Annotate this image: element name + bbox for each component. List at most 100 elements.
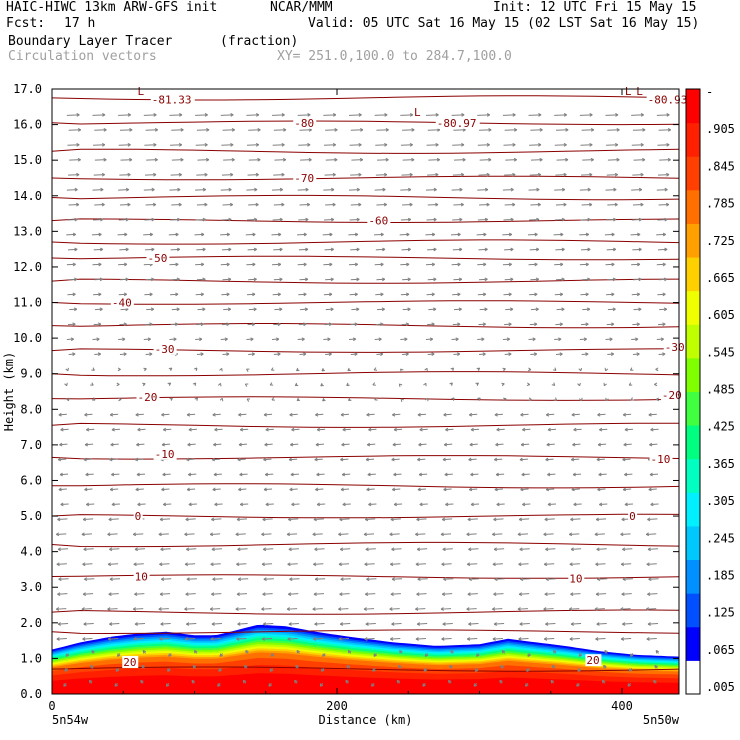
vector-head [483,262,487,265]
vector-head [291,429,295,432]
vector-head [338,638,342,641]
vector-shaft [144,323,153,326]
vector-head [354,322,358,325]
vector-arrow [502,367,506,372]
vector-head [636,352,640,355]
vector-head [597,444,602,447]
vector-head [253,247,257,250]
vector-shaft [605,338,613,341]
vector-arrow [145,277,155,282]
vector-shaft [390,593,401,595]
vector-arrow [631,187,643,192]
vector-head [570,593,574,596]
vector-head [193,650,196,654]
vector-arrow [314,547,325,552]
vector-arrow [338,637,350,641]
vector-head [316,504,321,507]
vector-shaft [262,637,273,640]
vector-shaft [83,548,94,550]
vector-arrow [599,427,608,432]
vector-shaft [137,428,146,431]
vector-arrow [188,427,197,432]
vector-arrow [553,649,557,654]
vector-arrow [477,217,488,222]
vector-shaft [235,608,246,610]
vector-head [142,650,145,654]
vector-arrow [620,607,631,611]
vector-head [303,322,307,325]
vector-arrow [425,232,436,237]
vector-head [543,563,548,567]
vector-shaft [553,233,564,236]
vector-head [228,187,232,191]
vector-head [277,292,281,295]
contour-label-bg [133,510,143,523]
vector-head [640,113,644,116]
vector-shaft [522,503,531,506]
vector-arrow [631,262,641,267]
vector-head [271,654,275,657]
vector-arrow [647,517,658,522]
vector-head [416,593,420,596]
vector-shaft [236,593,248,595]
vector-shaft [402,159,415,161]
vector-arrow [494,577,505,582]
vector-arrow [620,637,632,641]
vector-arrow [570,622,582,626]
axes: 0.01.02.03.04.05.06.07.08.09.010.011.012… [2,82,680,727]
vector-arrow [595,637,606,641]
vector-shaft [108,563,119,565]
vector-shaft [377,308,385,311]
vector-arrow [529,172,542,177]
vector-head [435,142,439,146]
vector-head [650,504,654,507]
y-tick-label: 12.0 [13,260,42,274]
vector-shaft [93,248,103,251]
vector-shaft [445,503,454,506]
vector-head [448,680,450,684]
vector-head [59,474,63,477]
vector-head [356,187,360,191]
vector-shaft [496,473,505,476]
vector-shaft [581,129,594,131]
vector-shaft [58,413,67,416]
vector-shaft [391,548,402,550]
vector-head [393,474,397,477]
vector-arrow [426,142,439,147]
vector-arrow [428,307,437,312]
vector-head [481,337,485,340]
vector-arrow [398,383,403,388]
vector-head [339,593,343,596]
vector-arrow [605,187,617,192]
vector-shaft [621,637,632,640]
vector-shaft [272,144,285,146]
vector-head [620,563,625,567]
vector-shaft [163,503,172,506]
vector-head [406,232,410,235]
colorbar-swatch [686,223,700,258]
vector-head [534,232,538,235]
vector-head [371,684,375,687]
vector-arrow [629,653,634,657]
vector-shaft [494,623,505,625]
vector-head [186,489,191,492]
vector-arrow [452,217,463,222]
vector-head [211,519,215,522]
vector-arrow [607,128,620,132]
vector-shaft [467,518,478,521]
vector-arrow [141,664,145,669]
vector-shaft [597,578,608,580]
vector-head [545,489,550,492]
vector-arrow [91,367,95,371]
vector-arrow [517,607,528,611]
vector-shaft [119,129,133,131]
vector-arrow [289,487,298,492]
colorbar-label: .905 [706,122,735,136]
vector-shaft [84,578,95,580]
vector-head [565,157,569,161]
vector-arrow [194,397,198,401]
vector-shaft [237,548,248,550]
vector-head [360,128,364,131]
vector-head [185,519,189,522]
vector-arrow [504,277,514,282]
